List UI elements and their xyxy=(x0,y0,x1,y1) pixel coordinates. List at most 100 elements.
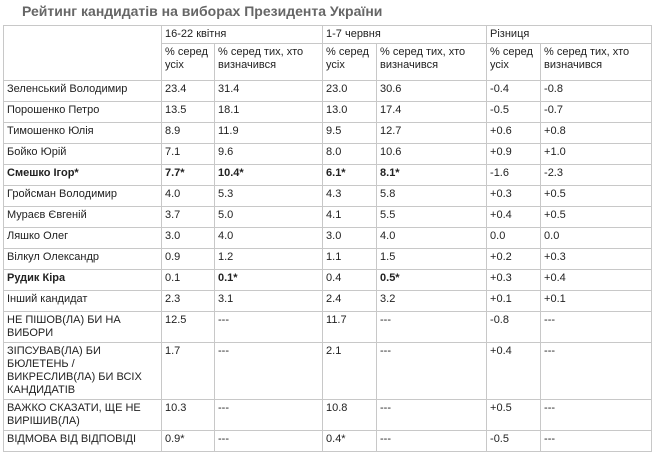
data-row: Тимошенко Юлія 8.9 11.9 9.5 12.7 +0.6 +0.8 xyxy=(3,122,653,144)
value-cell: 9.6 xyxy=(213,143,324,165)
value-cell: --- xyxy=(376,430,488,452)
value-cell: 17.4 xyxy=(376,101,488,123)
row-label: ЗІПСУВАВ(ЛА) БИ БЮЛЕТЕНЬ / ВИКРЕСЛИВ(ЛА)… xyxy=(3,342,162,400)
subheader-cell: % серед тих, хто визначився xyxy=(213,43,324,81)
value-cell: 0.5* xyxy=(376,269,488,291)
value-cell: 7.7* xyxy=(161,164,215,186)
row-label: Гройсман Володимир xyxy=(3,185,162,207)
row-label: НЕ ПІШОВ(ЛА) БИ НА ВИБОРИ xyxy=(3,311,162,343)
period-header: 16-22 квітня xyxy=(160,25,324,44)
value-cell: --- xyxy=(213,430,324,452)
row-label: Смешко Ігор* xyxy=(3,164,162,186)
value-cell: +0.6 xyxy=(486,122,542,144)
value-cell: --- xyxy=(213,311,324,343)
value-cell: +0.4 xyxy=(486,206,542,228)
data-row: Смешко Ігор* 7.7* 10.4* 6.1* 8.1* -1.6 -2.3 xyxy=(3,164,653,186)
value-cell: --- xyxy=(213,399,324,431)
period-header: Різниця xyxy=(486,25,653,44)
value-cell: -0.8 xyxy=(540,80,653,102)
value-cell: 4.0 xyxy=(376,227,488,249)
row-label: Зеленський Володимир xyxy=(3,80,162,102)
data-row: Ляшко Олег 3.0 4.0 3.0 4.0 0.0 0.0 xyxy=(3,227,653,249)
value-cell: +0.8 xyxy=(540,122,653,144)
value-cell: 0.1 xyxy=(161,269,215,291)
value-cell: -0.4 xyxy=(486,80,542,102)
value-cell: +0.5 xyxy=(486,399,542,431)
value-cell: 0.0 xyxy=(486,227,542,249)
value-cell: 10.3 xyxy=(161,399,215,431)
value-cell: 18.1 xyxy=(213,101,324,123)
value-cell: +0.9 xyxy=(486,143,542,165)
value-cell: -0.5 xyxy=(486,430,542,452)
ratings-table: 16-22 квітня 1-7 червня Різниця% серед усі… xyxy=(3,25,653,452)
subheader-cell: % серед тих, хто визначився xyxy=(540,43,653,81)
data-row: Інший кандидат 2.3 3.1 2.4 3.2 +0.1 +0.1 xyxy=(3,290,653,312)
period-header: 1-7 червня xyxy=(322,25,488,44)
value-cell: 3.0 xyxy=(322,227,378,249)
value-cell: +0.3 xyxy=(540,248,653,270)
value-cell: +1.0 xyxy=(540,143,653,165)
value-cell: 0.0 xyxy=(540,227,653,249)
value-cell: 3.7 xyxy=(161,206,215,228)
value-cell: +0.2 xyxy=(486,248,542,270)
value-cell: -0.7 xyxy=(540,101,653,123)
value-cell: 31.4 xyxy=(213,80,324,102)
value-cell: 0.4 xyxy=(322,269,378,291)
header-cell xyxy=(3,25,162,81)
data-row: НЕ ПІШОВ(ЛА) БИ НА ВИБОРИ 12.5 --- 11.7 --- -… xyxy=(3,311,653,343)
value-cell: 9.5 xyxy=(322,122,378,144)
value-cell: 4.0 xyxy=(213,227,324,249)
value-cell: 4.0 xyxy=(161,185,215,207)
header-row: 16-22 квітня 1-7 червня Різниця xyxy=(3,25,653,81)
value-cell: 10.4* xyxy=(213,164,324,186)
value-cell: 1.2 xyxy=(213,248,324,270)
value-cell: +0.5 xyxy=(540,185,653,207)
subheader-cell: % серед усіх xyxy=(322,43,378,81)
subheader-cell: % серед усіх xyxy=(161,43,215,81)
value-cell: 2.3 xyxy=(161,290,215,312)
value-cell: 4.1 xyxy=(322,206,378,228)
data-row: Бойко Юрій 7.1 9.6 8.0 10.6 +0.9 +1.0 xyxy=(3,143,653,165)
subheader-cell: % серед усіх xyxy=(486,43,542,81)
data-row: Зеленський Володимир 23.4 31.4 23.0 30.6 -0.4… xyxy=(3,80,653,102)
row-label: Інший кандидат xyxy=(3,290,162,312)
value-cell: 10.8 xyxy=(322,399,378,431)
data-row: ВАЖКО СКАЗАТИ, ЩЕ НЕ ВИРІШИВ(ЛА) 10.3 --- 1… xyxy=(3,399,653,431)
value-cell: 2.1 xyxy=(322,342,378,400)
row-label: Ляшко Олег xyxy=(3,227,162,249)
value-cell: 2.4 xyxy=(322,290,378,312)
row-label: Вілкул Олександр xyxy=(3,248,162,270)
value-cell: 8.1* xyxy=(376,164,488,186)
value-cell: 0.4* xyxy=(322,430,378,452)
value-cell: 8.0 xyxy=(322,143,378,165)
value-cell: 3.2 xyxy=(376,290,488,312)
value-cell: --- xyxy=(376,399,488,431)
value-cell: 30.6 xyxy=(376,80,488,102)
value-cell: 1.7 xyxy=(161,342,215,400)
value-cell: 11.7 xyxy=(322,311,378,343)
value-cell: 11.9 xyxy=(213,122,324,144)
data-row: ЗІПСУВАВ(ЛА) БИ БЮЛЕТЕНЬ / ВИКРЕСЛИВ(ЛА)… xyxy=(3,342,653,400)
value-cell: 6.1* xyxy=(322,164,378,186)
data-row: ВІДМОВА ВІД ВІДПОВІДІ 0.9* --- 0.4* --- -0.5-… xyxy=(3,430,653,452)
value-cell: -1.6 xyxy=(486,164,542,186)
value-cell: 13.5 xyxy=(161,101,215,123)
row-label: ВІДМОВА ВІД ВІДПОВІДІ xyxy=(3,430,162,452)
data-row: Гройсман Володимир 4.0 5.3 4.3 5.8 +0.3 +0.5 xyxy=(3,185,653,207)
value-cell: +0.1 xyxy=(486,290,542,312)
value-cell: --- xyxy=(376,311,488,343)
value-cell: 7.1 xyxy=(161,143,215,165)
value-cell: +0.5 xyxy=(540,206,653,228)
row-label: Рудик Кіра xyxy=(3,269,162,291)
value-cell: 3.0 xyxy=(161,227,215,249)
value-cell: 4.3 xyxy=(322,185,378,207)
data-row: Рудик Кіра 0.1 0.1* 0.4 0.5* +0.3 +0.4 xyxy=(3,269,653,291)
row-label: Бойко Юрій xyxy=(3,143,162,165)
data-row: Мураєв Євгеній 3.7 5.0 4.1 5.5 +0.4 +0.5 xyxy=(3,206,653,228)
value-cell: +0.4 xyxy=(486,342,542,400)
title: Рейтинг кандидатів на виборах Президента… xyxy=(22,3,383,19)
value-cell: 1.1 xyxy=(322,248,378,270)
data-row: Порошенко Петро 13.5 18.1 13.0 17.4 -0.5 -0.7 xyxy=(3,101,653,123)
value-cell: 3.1 xyxy=(213,290,324,312)
